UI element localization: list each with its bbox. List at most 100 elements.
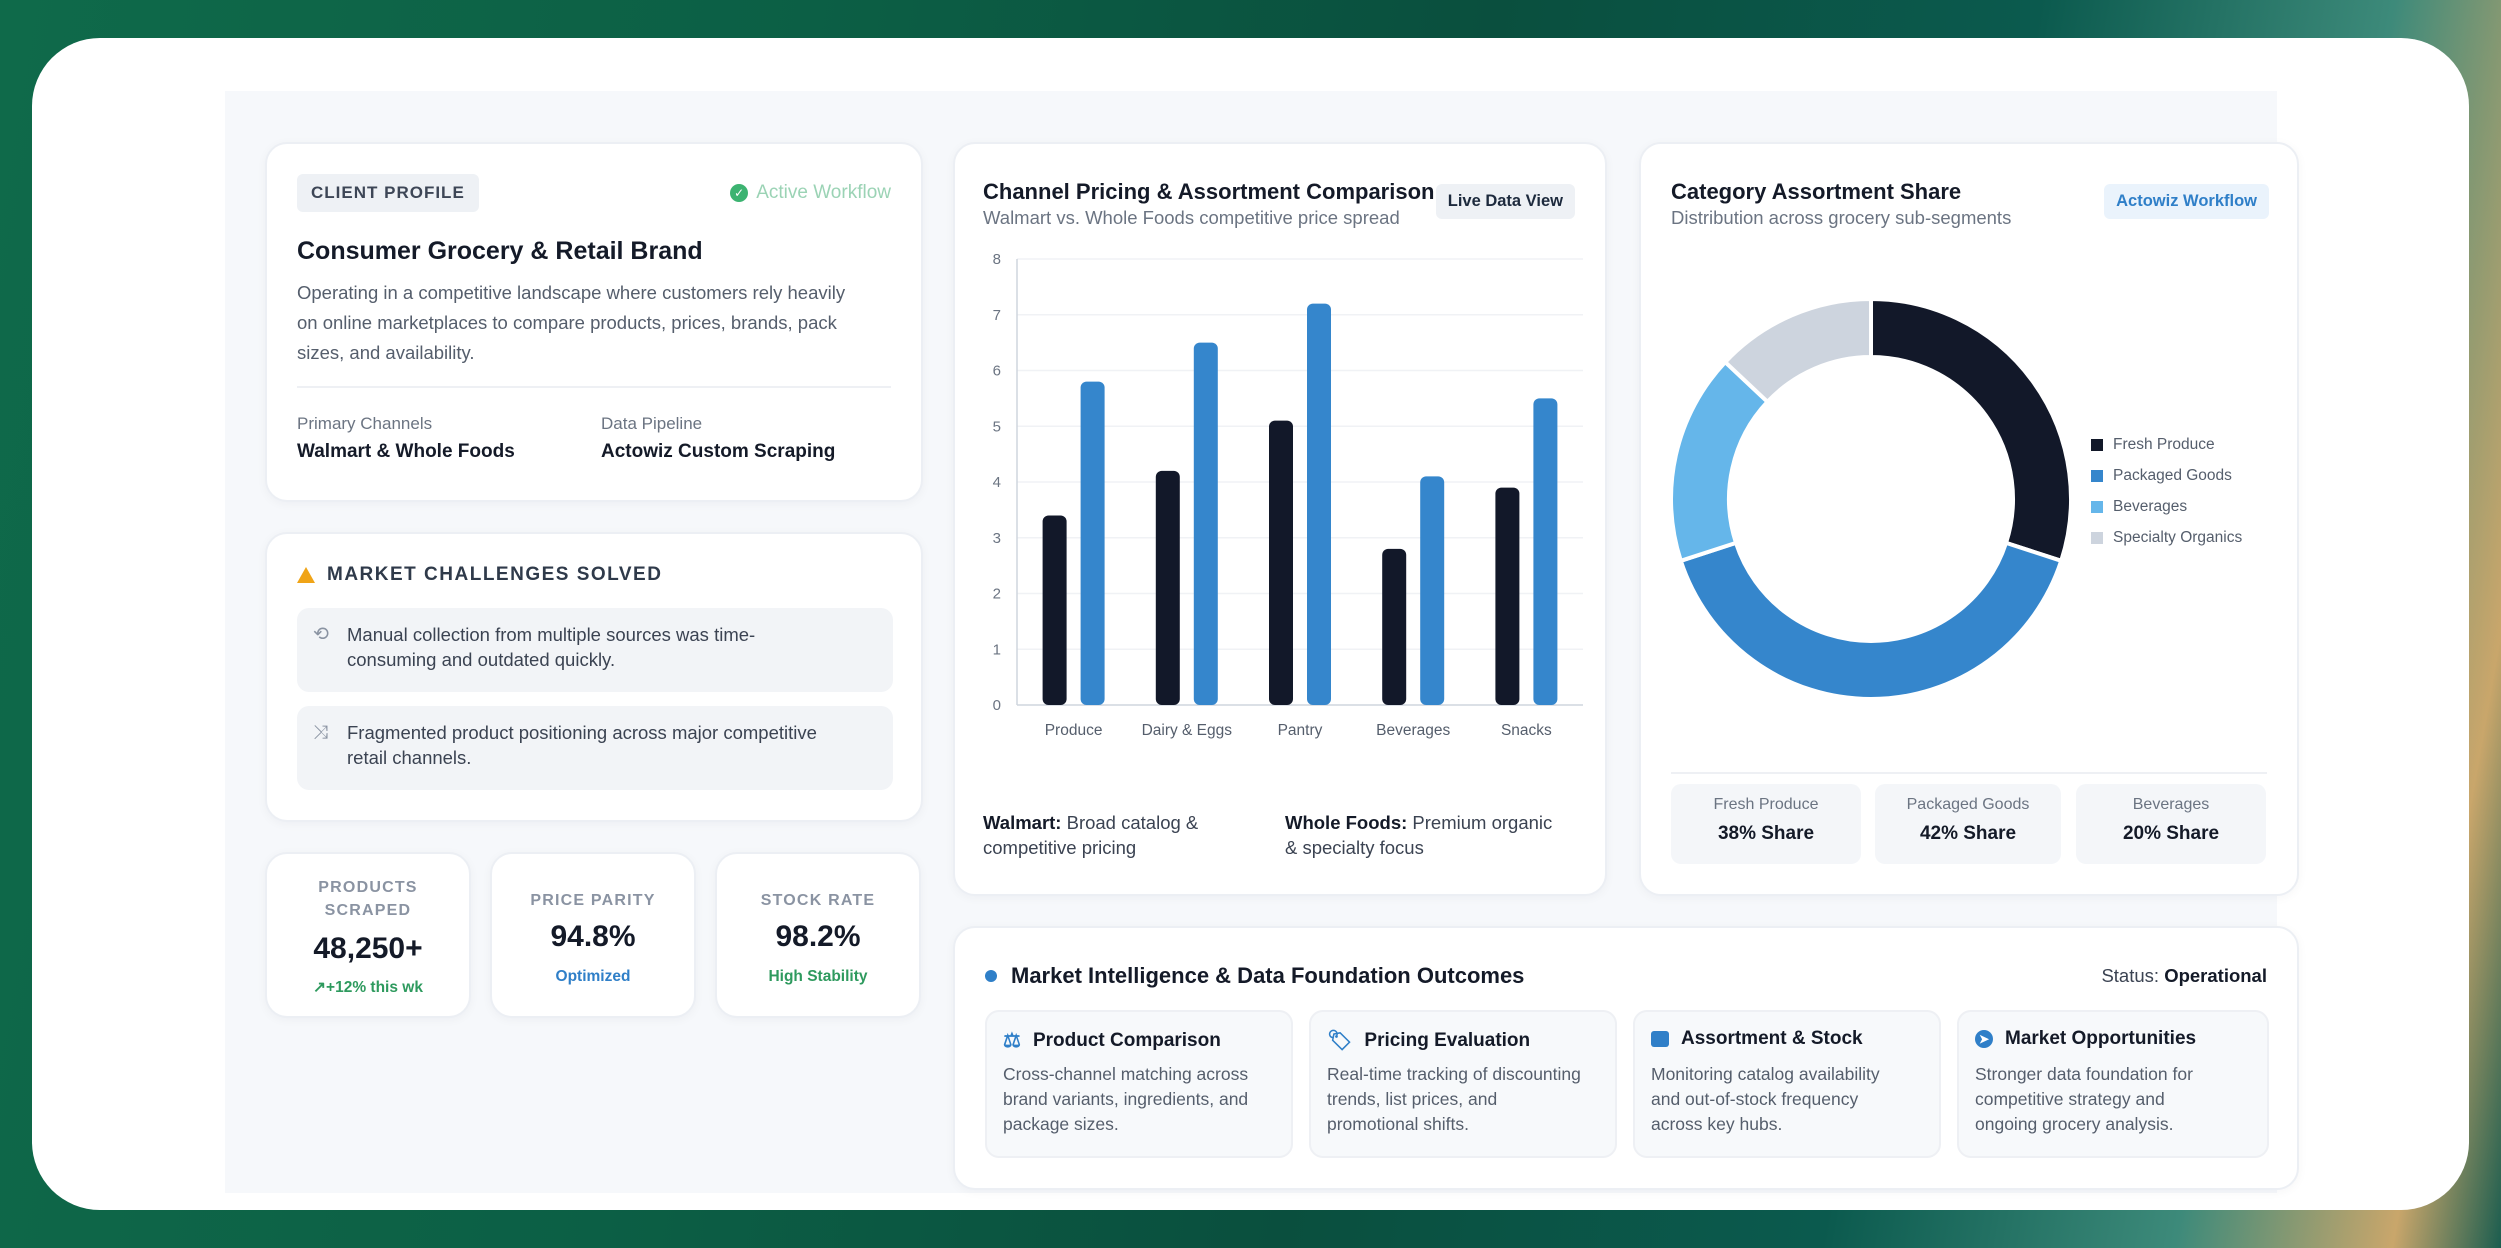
client-profile-card: CLIENT PROFILE ✓ Active Workflow Consume… [265,142,923,502]
wholefoods-note-label: Whole Foods: [1285,812,1408,833]
outcome-line: package sizes. [1003,1114,1119,1134]
challenge-line: Fragmented product positioning across ma… [347,722,817,743]
outcome-title: Assortment & Stock [1681,1028,1863,1049]
actowiz-workflow-button[interactable]: Actowiz Workflow [2104,184,2269,219]
stat-sub-text: +12% this wk [326,979,423,996]
client-title: Consumer Grocery & Retail Brand [297,237,703,265]
outcome-line: and out-of-stock frequency [1651,1089,1859,1109]
legend-label: Packaged Goods [2113,466,2232,484]
stat-card-price-parity: PRICE PARITY 94.8% Optimized [490,852,696,1018]
challenges-title: MARKET CHALLENGES SOLVED [297,564,662,586]
legend-swatch [2091,500,2103,513]
live-data-view-button[interactable]: Live Data View [1435,184,1575,219]
share-label: Packaged Goods [1906,796,2030,813]
outcome-line: Monitoring catalog availability [1651,1064,1880,1084]
outcome-title: Market Opportunities [2005,1028,2197,1049]
x-tick-label: Dairy & Eggs [1142,722,1233,739]
stat-label: STOCK RATE [760,892,876,909]
outcome-line: trends, list prices, and [1327,1089,1498,1109]
bar-walmart-3 [1382,548,1407,705]
stat-label: PRODUCTS SCRAPED [267,876,469,922]
y-tick-label: 4 [993,474,1001,491]
walmart-note-text: Broad catalog & [1061,812,1199,833]
challenges-title-text: MARKET CHALLENGES SOLVED [327,564,663,585]
challenge-item: ⤨ Fragmented product positioning across … [297,706,893,790]
pricing-bar-chart: 0 1 2 3 4 5 6 7 8 Produce Dairy & Eggs Pantry Bevera… [993,251,1583,739]
trend-up-icon: ↗ [313,979,327,996]
stat-card-products: PRODUCTS SCRAPED 48,250+ ↗+12% this wk [265,852,471,1018]
history-icon: ⟲ [313,624,329,645]
channels-value: Walmart & Whole Foods [297,441,515,462]
stat-sub: Optimized [555,968,631,985]
status-label: Status: [2101,965,2160,986]
wholefoods-note-text: & specialty focus [1285,837,1424,858]
description-line: sizes, and availability. [297,342,475,363]
tag-icon: 🏷 [1327,1030,1353,1052]
challenge-line: Manual collection from multiple sources … [347,624,756,645]
description-line: on online marketplaces to compare produc… [297,312,837,333]
warning-icon [297,567,315,583]
outcome-line: Real-time tracking of discounting [1327,1064,1581,1084]
legend-item: Specialty Organics [2091,522,2242,553]
legend-swatch [2091,531,2103,544]
pricing-subtitle: Walmart vs. Whole Foods competitive pric… [983,207,1400,228]
legend-item: Packaged Goods [2091,460,2242,491]
walmart-note-text: competitive pricing [983,837,1137,858]
scale-icon: ⚖ [1003,1030,1021,1052]
challenge-line: consuming and outdated quickly. [347,649,616,670]
y-tick-label: 2 [993,586,1001,603]
walmart-note-label: Walmart: [983,812,1062,833]
bar-walmart-2 [1269,420,1293,705]
compass-icon: ➤ [1975,1030,1993,1048]
outcome-market-opportunities: ➤ Market Opportunities Stronger data foun… [1957,1010,2269,1158]
donut-slice-packaged-goods [1678,540,2064,701]
outcome-assortment-stock: Assortment & Stock Monitoring catalog av… [1633,1010,1941,1158]
outcome-line: Stronger data foundation for [1975,1064,2193,1084]
assortment-donut-chart [1669,296,2073,701]
bar-wholefoods-3 [1420,476,1445,705]
stat-label-line: PRODUCTS [318,879,418,896]
bar-wholefoods-1 [1193,342,1218,705]
bar-walmart-1 [1155,470,1180,705]
share-label: Beverages [2132,796,2210,813]
outcome-line: ongoing grocery analysis. [1975,1114,2174,1134]
donut-slice-beverages [1669,359,1771,564]
stat-card-stock-rate: STOCK RATE 98.2% High Stability [715,852,921,1018]
challenge-item: ⟲ Manual collection from multiple source… [297,608,893,692]
share-box: Beverages 20% Share [2076,784,2266,864]
legend-swatch [2091,438,2103,451]
y-tick-label: 5 [993,418,1001,435]
window-frame: CLIENT PROFILE ✓ Active Workflow Consume… [32,38,2469,1210]
y-tick-label: 3 [993,530,1001,547]
share-label: Fresh Produce [1713,796,1819,813]
legend-label: Beverages [2113,497,2188,515]
active-workflow-label: Active Workflow [756,182,891,203]
check-icon: ✓ [730,184,749,202]
x-tick-label: Pantry [1278,722,1323,739]
split-arrows-icon: ⤨ [313,722,329,743]
outcomes-title: Market Intelligence & Data Foundation Ou… [1011,963,1525,988]
donut-slice-fresh-produce [1869,296,2073,564]
boxes-icon [1651,1031,1669,1047]
outcome-line: Cross-channel matching across [1003,1064,1249,1084]
outcome-line: brand variants, ingredients, and [1003,1089,1249,1109]
assortment-title: Category Assortment Share [1671,179,1962,204]
y-tick-label: 6 [993,363,1001,380]
outcomes-status: Status: Operational [2101,965,2267,987]
outcome-title: Product Comparison [1032,1029,1221,1051]
bar-wholefoods-4 [1533,398,1558,705]
channels-label: Primary Channels [297,414,433,433]
outcomes-card: Market Intelligence & Data Foundation Ou… [953,926,2299,1190]
challenges-card: MARKET CHALLENGES SOLVED ⟲ Manual collec… [265,532,923,822]
legend-label: Fresh Produce [2113,435,2215,453]
status-value: Operational [2164,965,2267,986]
share-box: Packaged Goods 42% Share [1875,784,2061,864]
bar-walmart-4 [1495,487,1520,705]
share-value: 38% Share [1717,823,1815,844]
stat-value: 94.8% [550,920,636,953]
walmart-note: Walmart: Broad catalog & competitive pri… [983,810,1273,860]
bar-wholefoods-2 [1307,303,1331,705]
challenge-line: retail channels. [347,747,472,768]
stat-value: 48,250+ [313,932,423,965]
stat-label: PRICE PARITY [530,892,656,909]
